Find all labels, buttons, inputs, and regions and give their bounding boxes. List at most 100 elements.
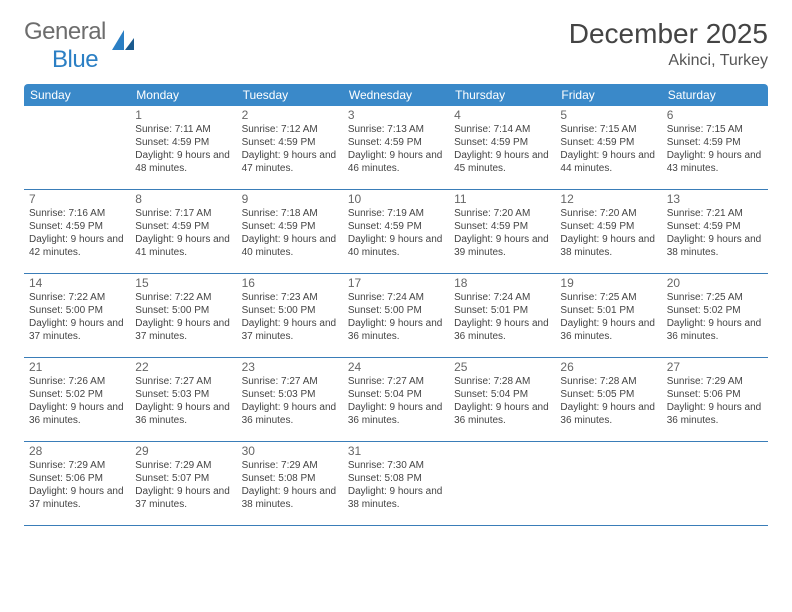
dow-tuesday: Tuesday <box>237 84 343 106</box>
day-number: 5 <box>560 109 657 122</box>
sunset-line: Sunset: 5:01 PM <box>560 304 657 317</box>
sunrise-line: Sunrise: 7:28 AM <box>454 375 551 388</box>
sunrise-line: Sunrise: 7:12 AM <box>242 123 339 136</box>
day-cell: 22Sunrise: 7:27 AMSunset: 5:03 PMDayligh… <box>130 358 236 441</box>
day-number: 7 <box>29 193 126 206</box>
page-header: General Blue December 2025 Akinci, Turke… <box>24 18 768 74</box>
day-cell: 13Sunrise: 7:21 AMSunset: 4:59 PMDayligh… <box>662 190 768 273</box>
location-label: Akinci, Turkey <box>569 52 768 70</box>
daylight-line: Daylight: 9 hours and 38 minutes. <box>348 485 445 511</box>
day-number: 22 <box>135 361 232 374</box>
logo-sail-icon <box>110 28 136 59</box>
day-number: 30 <box>242 445 339 458</box>
day-cell: 24Sunrise: 7:27 AMSunset: 5:04 PMDayligh… <box>343 358 449 441</box>
day-cell: 6Sunrise: 7:15 AMSunset: 4:59 PMDaylight… <box>662 106 768 189</box>
sunset-line: Sunset: 5:00 PM <box>29 304 126 317</box>
sunrise-line: Sunrise: 7:11 AM <box>135 123 232 136</box>
day-cell: 4Sunrise: 7:14 AMSunset: 4:59 PMDaylight… <box>449 106 555 189</box>
dow-thursday: Thursday <box>449 84 555 106</box>
day-cell: 27Sunrise: 7:29 AMSunset: 5:06 PMDayligh… <box>662 358 768 441</box>
day-cell: 18Sunrise: 7:24 AMSunset: 5:01 PMDayligh… <box>449 274 555 357</box>
day-cell: 14Sunrise: 7:22 AMSunset: 5:00 PMDayligh… <box>24 274 130 357</box>
sunrise-line: Sunrise: 7:29 AM <box>29 459 126 472</box>
sunset-line: Sunset: 5:06 PM <box>29 472 126 485</box>
daylight-line: Daylight: 9 hours and 38 minutes. <box>560 233 657 259</box>
sunset-line: Sunset: 5:08 PM <box>348 472 445 485</box>
month-title: December 2025 <box>569 18 768 50</box>
sunset-line: Sunset: 5:00 PM <box>242 304 339 317</box>
day-cell: 15Sunrise: 7:22 AMSunset: 5:00 PMDayligh… <box>130 274 236 357</box>
title-block: December 2025 Akinci, Turkey <box>569 18 768 70</box>
day-number: 8 <box>135 193 232 206</box>
day-cell: 3Sunrise: 7:13 AMSunset: 4:59 PMDaylight… <box>343 106 449 189</box>
daylight-line: Daylight: 9 hours and 45 minutes. <box>454 149 551 175</box>
sunset-line: Sunset: 4:59 PM <box>242 220 339 233</box>
sunrise-line: Sunrise: 7:14 AM <box>454 123 551 136</box>
day-cell: 31Sunrise: 7:30 AMSunset: 5:08 PMDayligh… <box>343 442 449 525</box>
day-cell <box>24 106 130 189</box>
day-cell: 20Sunrise: 7:25 AMSunset: 5:02 PMDayligh… <box>662 274 768 357</box>
day-number: 18 <box>454 277 551 290</box>
day-number: 3 <box>348 109 445 122</box>
sunset-line: Sunset: 5:02 PM <box>29 388 126 401</box>
sunset-line: Sunset: 5:07 PM <box>135 472 232 485</box>
dow-monday: Monday <box>130 84 236 106</box>
sunrise-line: Sunrise: 7:18 AM <box>242 207 339 220</box>
sunrise-line: Sunrise: 7:20 AM <box>560 207 657 220</box>
daylight-line: Daylight: 9 hours and 43 minutes. <box>667 149 764 175</box>
dow-friday: Friday <box>555 84 661 106</box>
daylight-line: Daylight: 9 hours and 36 minutes. <box>560 401 657 427</box>
day-cell: 26Sunrise: 7:28 AMSunset: 5:05 PMDayligh… <box>555 358 661 441</box>
day-cell: 29Sunrise: 7:29 AMSunset: 5:07 PMDayligh… <box>130 442 236 525</box>
daylight-line: Daylight: 9 hours and 36 minutes. <box>29 401 126 427</box>
daylight-line: Daylight: 9 hours and 37 minutes. <box>29 485 126 511</box>
daylight-line: Daylight: 9 hours and 37 minutes. <box>242 317 339 343</box>
daylight-line: Daylight: 9 hours and 46 minutes. <box>348 149 445 175</box>
sunrise-line: Sunrise: 7:27 AM <box>135 375 232 388</box>
day-cell: 12Sunrise: 7:20 AMSunset: 4:59 PMDayligh… <box>555 190 661 273</box>
sunrise-line: Sunrise: 7:27 AM <box>242 375 339 388</box>
sunrise-line: Sunrise: 7:21 AM <box>667 207 764 220</box>
sunset-line: Sunset: 4:59 PM <box>135 220 232 233</box>
daylight-line: Daylight: 9 hours and 40 minutes. <box>242 233 339 259</box>
day-number: 21 <box>29 361 126 374</box>
sunset-line: Sunset: 4:59 PM <box>667 220 764 233</box>
day-cell: 28Sunrise: 7:29 AMSunset: 5:06 PMDayligh… <box>24 442 130 525</box>
sunset-line: Sunset: 4:59 PM <box>242 136 339 149</box>
calendar-grid: Sunday Monday Tuesday Wednesday Thursday… <box>24 84 768 526</box>
sunrise-line: Sunrise: 7:27 AM <box>348 375 445 388</box>
daylight-line: Daylight: 9 hours and 36 minutes. <box>454 401 551 427</box>
day-cell <box>662 442 768 525</box>
daylight-line: Daylight: 9 hours and 36 minutes. <box>242 401 339 427</box>
sunrise-line: Sunrise: 7:16 AM <box>29 207 126 220</box>
day-cell: 9Sunrise: 7:18 AMSunset: 4:59 PMDaylight… <box>237 190 343 273</box>
day-cell <box>555 442 661 525</box>
daylight-line: Daylight: 9 hours and 36 minutes. <box>348 401 445 427</box>
daylight-line: Daylight: 9 hours and 37 minutes. <box>29 317 126 343</box>
sunset-line: Sunset: 4:59 PM <box>135 136 232 149</box>
sunrise-line: Sunrise: 7:15 AM <box>560 123 657 136</box>
day-number: 28 <box>29 445 126 458</box>
sunrise-line: Sunrise: 7:29 AM <box>667 375 764 388</box>
sunrise-line: Sunrise: 7:29 AM <box>135 459 232 472</box>
sunset-line: Sunset: 5:00 PM <box>348 304 445 317</box>
day-number: 29 <box>135 445 232 458</box>
sunrise-line: Sunrise: 7:23 AM <box>242 291 339 304</box>
sunset-line: Sunset: 5:08 PM <box>242 472 339 485</box>
sunset-line: Sunset: 5:02 PM <box>667 304 764 317</box>
week-row: 7Sunrise: 7:16 AMSunset: 4:59 PMDaylight… <box>24 190 768 274</box>
daylight-line: Daylight: 9 hours and 36 minutes. <box>135 401 232 427</box>
sunrise-line: Sunrise: 7:17 AM <box>135 207 232 220</box>
day-number: 25 <box>454 361 551 374</box>
daylight-line: Daylight: 9 hours and 36 minutes. <box>667 317 764 343</box>
calendar-page: General Blue December 2025 Akinci, Turke… <box>0 0 792 526</box>
sunrise-line: Sunrise: 7:26 AM <box>29 375 126 388</box>
day-number: 2 <box>242 109 339 122</box>
sunset-line: Sunset: 5:04 PM <box>348 388 445 401</box>
daylight-line: Daylight: 9 hours and 36 minutes. <box>667 401 764 427</box>
sunset-line: Sunset: 5:04 PM <box>454 388 551 401</box>
dow-saturday: Saturday <box>662 84 768 106</box>
day-number: 20 <box>667 277 764 290</box>
daylight-line: Daylight: 9 hours and 44 minutes. <box>560 149 657 175</box>
sunrise-line: Sunrise: 7:28 AM <box>560 375 657 388</box>
